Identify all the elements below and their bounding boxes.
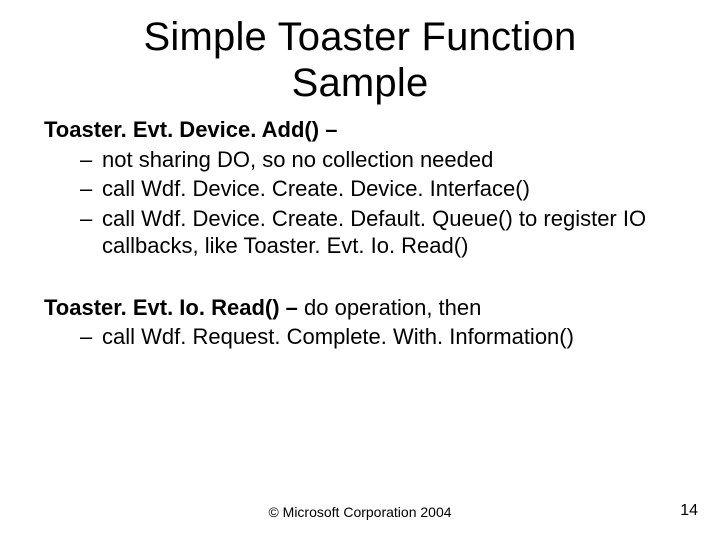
bullet-text: call Wdf. Device. Create. Device. Interf…: [102, 176, 530, 201]
section-gap: [44, 260, 676, 294]
list-item: call Wdf. Request. Complete. With. Infor…: [80, 323, 676, 351]
slide-body: Toaster. Evt. Device. Add() – not sharin…: [0, 106, 720, 351]
bullet-text: call Wdf. Device. Create. Default. Queue…: [102, 206, 646, 259]
bullet-text: not sharing DO, so no collection needed: [102, 147, 493, 172]
footer-copyright: © Microsoft Corporation 2004: [0, 504, 720, 520]
list-item: call Wdf. Device. Create. Device. Interf…: [80, 175, 676, 203]
title-line-2: Sample: [292, 61, 429, 105]
list-item: not sharing DO, so no collection needed: [80, 146, 676, 174]
slide-title: Simple Toaster Function Sample: [0, 0, 720, 106]
page-number: 14: [680, 502, 698, 520]
bullet-text: call Wdf. Request. Complete. With. Infor…: [102, 324, 574, 349]
title-line-1: Simple Toaster Function: [144, 15, 577, 59]
slide: Simple Toaster Function Sample Toaster. …: [0, 0, 720, 540]
section-1-bullets: not sharing DO, so no collection needed …: [80, 146, 676, 260]
section-2-tail: do operation, then: [304, 295, 481, 320]
section-1: Toaster. Evt. Device. Add() – not sharin…: [44, 116, 676, 260]
section-2-heading: Toaster. Evt. Io. Read() –: [44, 295, 304, 320]
section-2: Toaster. Evt. Io. Read() – do operation,…: [44, 294, 676, 351]
list-item: call Wdf. Device. Create. Default. Queue…: [80, 205, 676, 260]
section-2-bullets: call Wdf. Request. Complete. With. Infor…: [80, 323, 676, 351]
section-1-heading: Toaster. Evt. Device. Add() –: [44, 117, 337, 142]
